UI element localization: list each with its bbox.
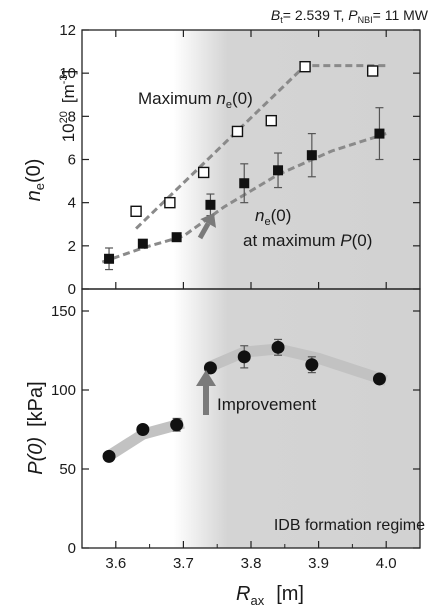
top-y-tick-labels: 0 2 4 6 8 10 12 (59, 22, 76, 298)
fit-line-at-max-p0 (101, 132, 387, 264)
top-y-axis-unit: 1020[m-3] (58, 70, 78, 143)
y-tick-label: 6 (68, 152, 76, 169)
x-tick-label: 3.9 (308, 555, 329, 572)
y-tick-label: 0 (68, 281, 76, 298)
y-tick-label: 2 (68, 238, 76, 255)
filled-circle-marker (237, 350, 251, 364)
svg-text:P(0)[kPa]: P(0)[kPa] (25, 381, 47, 474)
y-tick-label: 10 (59, 65, 76, 82)
y-tick-label: 12 (59, 22, 76, 39)
filled-square-marker (374, 128, 385, 139)
filled-square-marker (306, 150, 317, 161)
filled-square-marker (205, 199, 216, 210)
bottom-y-tick-labels: 0 50 100 150 (51, 303, 76, 557)
filled-circle-marker (271, 340, 285, 354)
x-tick-label: 3.8 (241, 555, 262, 572)
filled-circle-marker (102, 449, 116, 463)
filled-square-marker (137, 238, 148, 249)
x-tick-label: 3.6 (105, 555, 126, 572)
x-tick-labels: 3.6 3.7 3.8 3.9 4.0 (105, 555, 396, 572)
top-y-axis-label: ne(0) (23, 159, 47, 202)
improvement-arrow-top (197, 213, 216, 240)
y-tick-label: 50 (59, 461, 76, 478)
tick-marks (82, 29, 420, 549)
filled-circle-marker (203, 361, 217, 375)
label-maximum-ne0: Maximum ne(0) (138, 89, 253, 111)
shaded-region-bottom (173, 289, 420, 548)
bottom-y-axis-label: P(0)[kPa] (25, 381, 47, 474)
y-tick-label: 4 (68, 195, 76, 212)
label-at-maximum-p0: at maximum P(0) (243, 231, 372, 250)
filled-circle-marker (136, 423, 150, 436)
y-tick-label: 8 (68, 108, 76, 125)
y-tick-label: 100 (51, 382, 76, 399)
filled-square-marker (273, 165, 284, 176)
open-square-marker (130, 205, 142, 218)
improvement-arrow-bottom (196, 370, 216, 415)
open-square-marker (164, 196, 176, 209)
open-square-marker (265, 114, 277, 127)
label-ne0-line1: ne(0) (255, 206, 291, 228)
filled-circle-marker (372, 372, 386, 386)
regime-label: IDB formation regime (274, 517, 425, 534)
svg-text:1020[m-3]: 1020[m-3] (58, 70, 78, 143)
y-tick-label: 0 (68, 540, 76, 557)
filled-square-marker (171, 232, 182, 243)
open-square-marker (197, 166, 210, 179)
open-square-marker (299, 60, 311, 73)
header-text: Bt= 2.539 T, PNBI= 11 MW (271, 7, 429, 25)
y-tick-label: 150 (51, 303, 76, 320)
filled-circle-marker (170, 418, 184, 432)
improvement-label: Improvement (217, 395, 316, 414)
filled-square-marker (104, 253, 115, 264)
open-square-marker (366, 65, 379, 77)
x-tick-label: 4.0 (376, 555, 397, 572)
x-tick-label: 3.7 (173, 555, 194, 572)
filled-square-marker (239, 178, 250, 189)
svg-text:ne(0): ne(0) (23, 159, 47, 202)
x-axis-label: Rax [m] (236, 583, 304, 608)
data-markers (102, 60, 386, 463)
open-square-marker (231, 125, 244, 138)
filled-circle-marker (305, 358, 319, 372)
